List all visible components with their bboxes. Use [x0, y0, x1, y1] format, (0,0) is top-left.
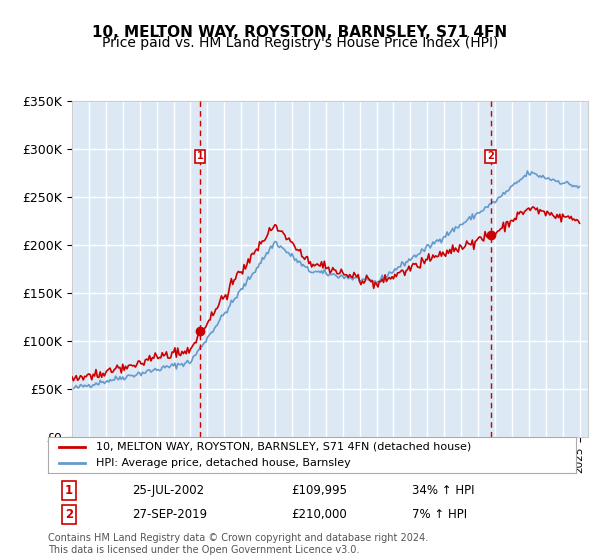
- Text: 1: 1: [197, 152, 203, 161]
- Text: Contains HM Land Registry data © Crown copyright and database right 2024.
This d: Contains HM Land Registry data © Crown c…: [48, 533, 428, 555]
- Text: HPI: Average price, detached house, Barnsley: HPI: Average price, detached house, Barn…: [95, 458, 350, 468]
- Text: Price paid vs. HM Land Registry's House Price Index (HPI): Price paid vs. HM Land Registry's House …: [102, 36, 498, 50]
- Text: 10, MELTON WAY, ROYSTON, BARNSLEY, S71 4FN (detached house): 10, MELTON WAY, ROYSTON, BARNSLEY, S71 4…: [95, 442, 471, 452]
- Text: 10, MELTON WAY, ROYSTON, BARNSLEY, S71 4FN: 10, MELTON WAY, ROYSTON, BARNSLEY, S71 4…: [92, 25, 508, 40]
- Text: £109,995: £109,995: [291, 484, 347, 497]
- Text: 34% ↑ HPI: 34% ↑ HPI: [412, 484, 475, 497]
- Text: 2: 2: [487, 152, 494, 161]
- Text: 25-JUL-2002: 25-JUL-2002: [133, 484, 205, 497]
- Text: 27-SEP-2019: 27-SEP-2019: [133, 508, 208, 521]
- Text: 1: 1: [65, 484, 73, 497]
- Text: 7% ↑ HPI: 7% ↑ HPI: [412, 508, 467, 521]
- Text: £210,000: £210,000: [291, 508, 347, 521]
- Text: 2: 2: [65, 508, 73, 521]
